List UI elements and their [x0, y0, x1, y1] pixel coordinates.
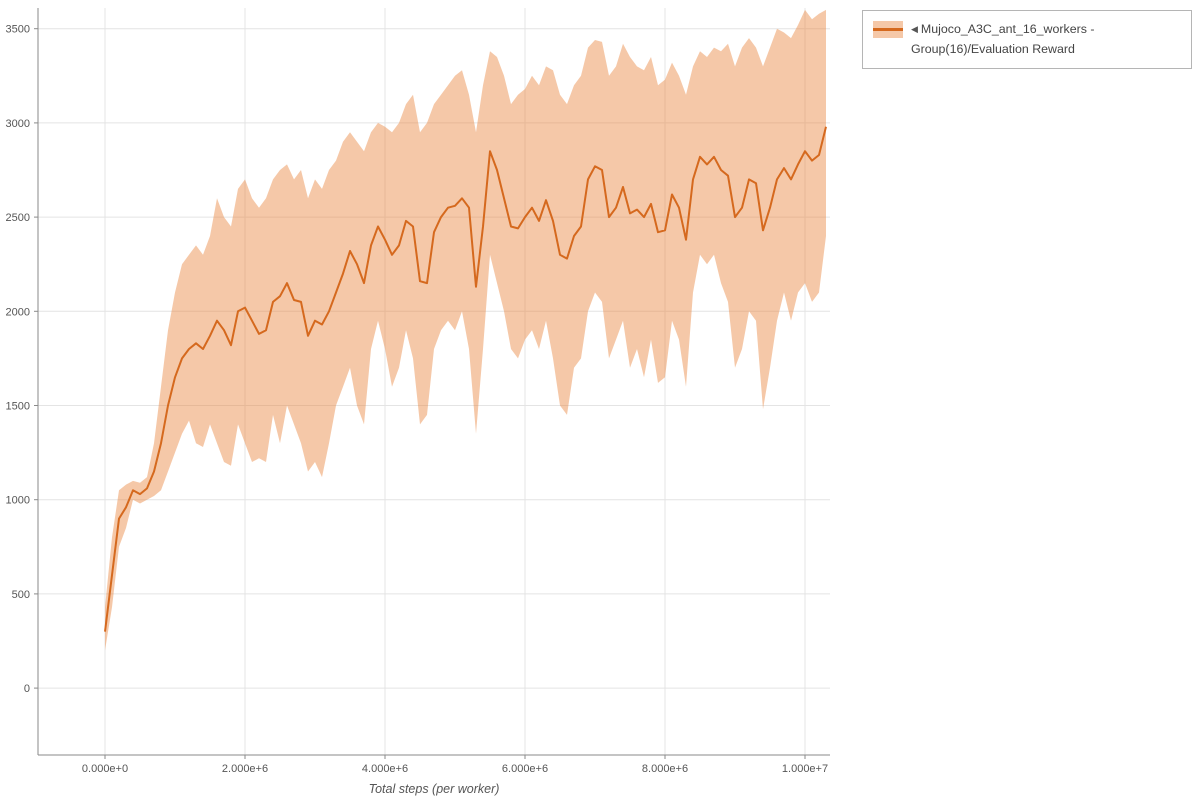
legend-swatch-icon	[873, 21, 903, 38]
x-tick-label: 4.000e+6	[362, 763, 408, 775]
legend-swatch-line	[873, 28, 903, 31]
x-tick-label: 6.000e+6	[502, 763, 548, 775]
gridlines	[38, 8, 830, 755]
y-tick-label: 3500	[6, 24, 30, 36]
legend-series-name: Mujoco_A3C_ant_16_workers - Group(16)/Ev…	[911, 22, 1095, 57]
x-tick-label: 1.000e+7	[782, 763, 828, 775]
y-tick-label: 0	[24, 683, 30, 695]
confidence-band	[105, 9, 826, 651]
x-tick-label: 0.000e+0	[82, 763, 128, 775]
x-tick-label: 8.000e+6	[642, 763, 688, 775]
collapse-triangle-icon[interactable]: ◀	[911, 24, 918, 34]
mean-reward-line	[104, 126, 827, 632]
x-axis-title: Total steps (per worker)	[368, 782, 500, 796]
x-tick-label: 2.000e+6	[222, 763, 268, 775]
y-tick-label: 3000	[6, 118, 30, 130]
y-tick-label: 2000	[6, 306, 30, 318]
legend[interactable]: ◀ Mujoco_A3C_ant_16_workers - Group(16)/E…	[862, 10, 1192, 69]
legend-label: ◀ Mujoco_A3C_ant_16_workers - Group(16)/E…	[911, 19, 1181, 60]
y-tick-label: 1000	[6, 495, 30, 507]
y-tick-label: 500	[12, 589, 30, 601]
tick-labels: 0.000e+0 2.000e+6 4.000e+6 6.000e+6 8.000e+6…	[6, 24, 829, 775]
y-tick-label: 1500	[6, 401, 30, 413]
axes	[37, 8, 830, 756]
y-tick-label: 2500	[6, 212, 30, 224]
